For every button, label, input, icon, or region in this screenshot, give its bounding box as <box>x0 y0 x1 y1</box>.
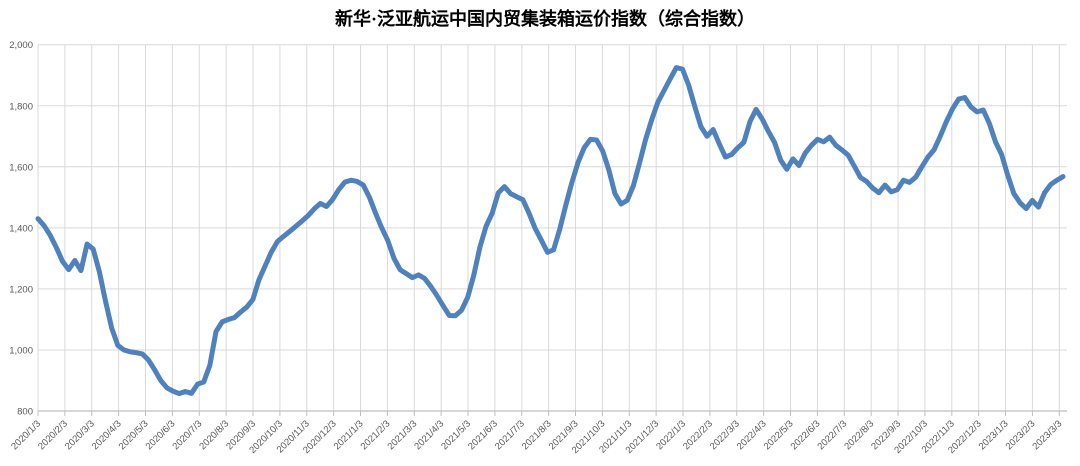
y-axis-label: 1,400 <box>9 223 33 234</box>
y-axis-label: 2,000 <box>9 40 33 51</box>
y-axis-label: 800 <box>17 407 33 418</box>
y-axis-label: 1,200 <box>9 284 33 295</box>
y-axis-labels: 2,000 1,800 1,600 1,400 1,200 1,000 800 <box>9 40 33 417</box>
x-axis-line <box>37 410 1067 416</box>
y-axis-label: 1,000 <box>9 345 33 356</box>
y-axis-label: 1,600 <box>9 162 33 173</box>
y-axis-label: 1,800 <box>9 101 33 112</box>
chart-title: 新华·泛亚航运中国内贸集装箱运价指数（综合指数） <box>335 8 755 29</box>
gridlines <box>37 44 1067 411</box>
index-line-series <box>35 65 1066 397</box>
